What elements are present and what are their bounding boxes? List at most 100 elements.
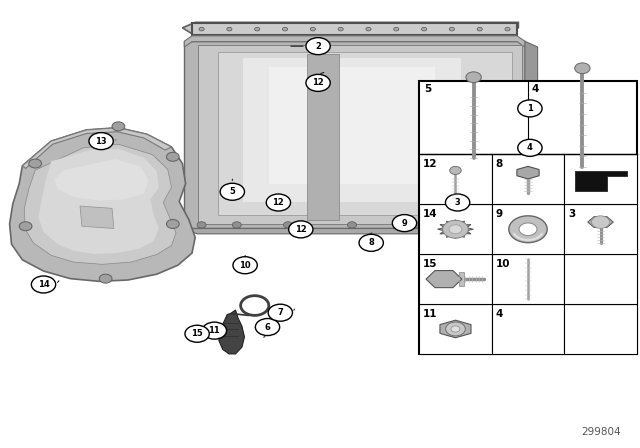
Bar [564,254,637,304]
Polygon shape [22,128,172,168]
Text: 299804: 299804 [581,427,621,437]
Text: 12: 12 [312,78,324,87]
Circle shape [518,100,542,117]
Bar [419,304,492,354]
Circle shape [505,27,510,31]
Circle shape [392,215,417,232]
Circle shape [443,220,468,238]
Circle shape [348,222,356,228]
Circle shape [202,322,227,339]
Bar [492,155,564,204]
Bar [492,254,564,304]
Polygon shape [184,41,525,228]
Text: 12: 12 [423,159,438,169]
Text: 5: 5 [424,84,431,94]
Circle shape [166,220,179,228]
Circle shape [445,194,470,211]
Circle shape [466,72,481,82]
Polygon shape [54,159,148,201]
Circle shape [518,139,542,156]
Bar [419,254,492,304]
Circle shape [227,27,232,31]
Polygon shape [307,54,339,220]
Text: 4: 4 [527,143,533,152]
Text: 8: 8 [495,159,503,169]
Polygon shape [219,310,244,354]
Bar [419,204,492,254]
Bar [492,304,564,354]
Circle shape [289,221,313,238]
Bar [192,23,517,35]
Circle shape [255,319,280,336]
Circle shape [166,152,179,161]
Text: 9: 9 [495,209,502,219]
Bar [419,155,492,204]
Polygon shape [575,171,627,190]
Bar [492,204,564,254]
Text: 1: 1 [527,104,533,113]
Text: 13: 13 [95,137,107,146]
Polygon shape [525,41,538,234]
Circle shape [450,166,461,174]
Polygon shape [243,58,461,202]
Text: 3: 3 [455,198,460,207]
Polygon shape [588,217,613,228]
Circle shape [29,159,42,168]
Circle shape [99,274,112,283]
Circle shape [469,222,478,228]
Text: 5: 5 [229,187,236,196]
Circle shape [445,322,465,336]
Circle shape [451,326,460,332]
Polygon shape [80,206,114,228]
Circle shape [112,122,125,131]
Circle shape [366,27,371,31]
Circle shape [197,222,206,228]
Circle shape [509,216,547,243]
Text: 14: 14 [423,209,438,219]
Bar [460,272,465,286]
Polygon shape [184,36,525,47]
Text: 12: 12 [295,225,307,234]
Circle shape [255,27,260,31]
Bar [564,155,637,204]
Circle shape [422,27,427,31]
Text: 6: 6 [264,323,271,332]
Circle shape [477,27,483,31]
Circle shape [306,38,330,55]
Text: 4: 4 [532,84,540,94]
Polygon shape [24,144,176,264]
Circle shape [199,27,204,31]
Text: 12: 12 [273,198,284,207]
Polygon shape [438,220,474,239]
Bar [564,304,637,354]
Polygon shape [440,320,471,338]
Circle shape [232,222,241,228]
Text: 2: 2 [315,42,321,51]
Circle shape [306,74,330,91]
Polygon shape [218,52,512,215]
Circle shape [31,276,56,293]
Text: 8: 8 [369,238,374,247]
Polygon shape [426,271,462,288]
Text: 15: 15 [191,329,203,338]
Circle shape [504,222,513,228]
Text: 7: 7 [278,308,283,317]
Text: 9: 9 [402,219,407,228]
Circle shape [310,27,316,31]
Text: 11: 11 [423,309,438,319]
Circle shape [359,234,383,251]
Circle shape [89,133,113,150]
Text: 3: 3 [568,209,575,219]
Circle shape [591,216,609,228]
Text: 11: 11 [209,326,220,335]
Circle shape [338,27,343,31]
Polygon shape [38,149,159,254]
Circle shape [268,304,292,321]
Circle shape [575,63,590,73]
Bar [564,204,637,254]
Polygon shape [184,228,538,234]
Text: 15: 15 [423,258,438,269]
Polygon shape [10,128,195,281]
Text: 14: 14 [38,280,49,289]
Circle shape [19,222,32,231]
